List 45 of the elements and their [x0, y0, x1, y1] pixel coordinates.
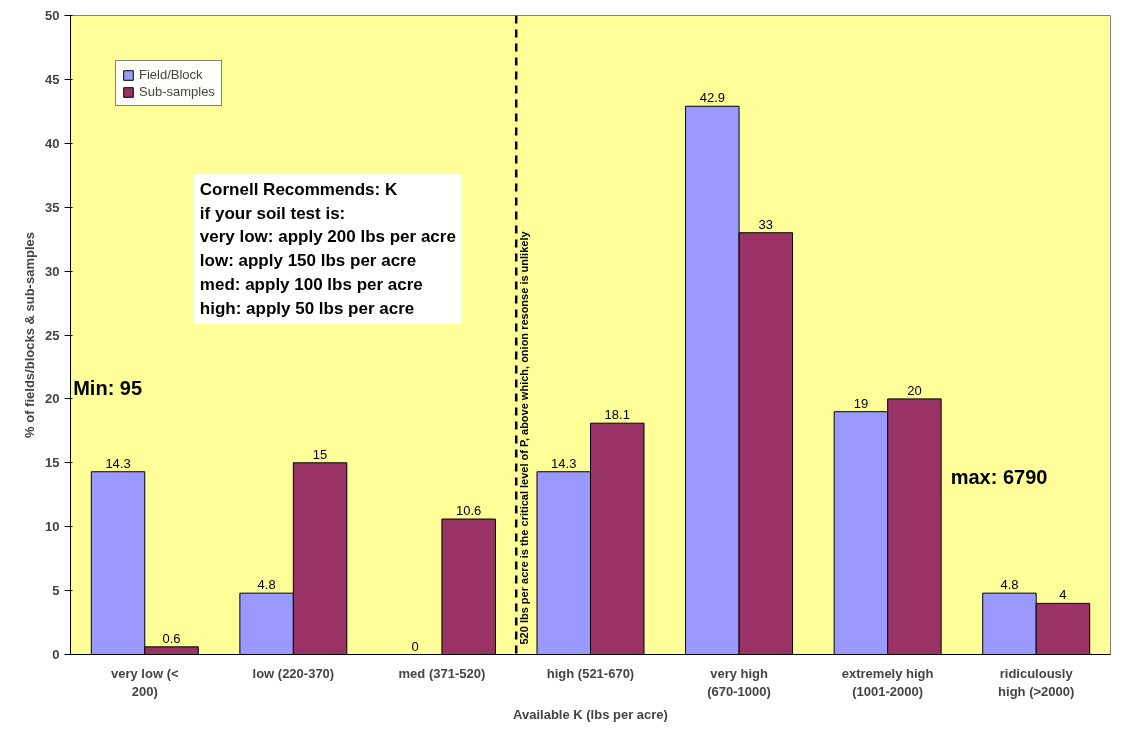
data-label: 4.8: [1000, 577, 1019, 593]
annotation: max: 6790: [950, 466, 1048, 489]
y-tick-label: 20: [45, 391, 60, 407]
data-label: 4: [1059, 587, 1067, 603]
data-label: 18.1: [604, 407, 630, 423]
y-tick-label: 40: [45, 135, 60, 151]
y-axis-title: % of fields/blocks & sub-samples: [22, 232, 38, 438]
data-label: 15: [312, 446, 328, 462]
legend-label: Sub-samples: [139, 84, 215, 99]
data-label: 33: [758, 216, 774, 232]
annotation: 520 lbs per acre is the critical level of P, above which, onion resonse is unlikely: [518, 230, 531, 645]
y-tick-label: 0: [52, 647, 60, 662]
text: Cornell Recommends: K: [199, 179, 398, 199]
x-tick-label: very low (< 200): [111, 665, 179, 699]
data-label: 0: [411, 638, 419, 654]
y-tick-label: 35: [45, 199, 60, 215]
text: if your soil test is:: [199, 203, 346, 223]
text: low: apply 150 lbs per acre: [199, 251, 417, 271]
x-tick-label: med (371-520): [398, 665, 486, 681]
x-axis-title: Available K (lbs per acre): [513, 706, 668, 722]
data-label: 14.3: [105, 455, 131, 471]
data-label: 20: [907, 382, 922, 398]
data-label: 42.9: [699, 90, 725, 106]
x-tick-label: low (220-370): [252, 665, 335, 681]
annotation: Min: 95: [73, 376, 143, 399]
x-tick-label: extremely high (1001-2000): [841, 665, 934, 699]
data-label: 19: [853, 395, 869, 411]
text: med: apply 100 lbs per acre: [199, 274, 423, 294]
y-tick-label: 45: [45, 71, 60, 87]
x-tick-label: very high (670-1000): [707, 665, 771, 699]
data-label: 4.8: [257, 577, 276, 593]
y-tick-label: 15: [45, 455, 60, 471]
legend-label: Field/Block: [139, 67, 203, 82]
x-tick-label: high (521-670): [546, 665, 635, 681]
data-label: 14.3: [551, 455, 577, 471]
y-tick-label: 10: [45, 519, 60, 535]
text: high: apply 50 lbs per acre: [199, 298, 415, 318]
data-label: 10.6: [456, 503, 482, 519]
y-tick-label: 25: [45, 327, 60, 343]
text: very low: apply 200 lbs per acre: [199, 227, 456, 247]
x-tick-label: ridiculously high (>2000): [998, 665, 1075, 699]
y-tick-label: 50: [45, 8, 60, 23]
y-tick-label: 5: [52, 583, 60, 599]
data-label: 0.6: [162, 630, 181, 646]
y-tick-label: 30: [45, 263, 60, 279]
